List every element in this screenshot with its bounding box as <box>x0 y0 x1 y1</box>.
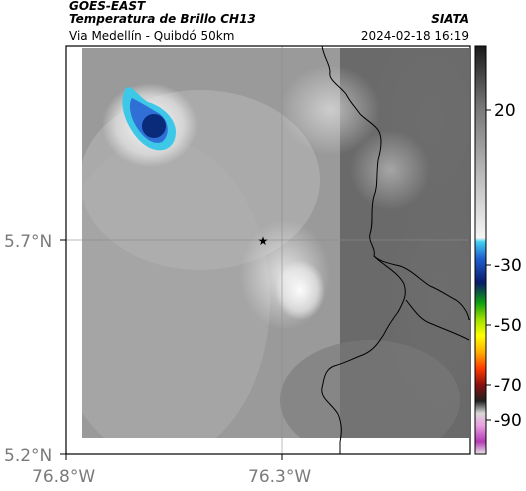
lat-tick-label: 5.2°N <box>4 446 52 466</box>
borders <box>321 45 470 454</box>
colorbar-label: -50 <box>494 316 522 336</box>
organization-label: SIATA <box>431 12 469 26</box>
region-label: Via Medellín - Quibdó 50km <box>69 29 235 43</box>
colorbar-label: -70 <box>494 376 522 396</box>
imagery-layer <box>82 48 469 438</box>
map-frame <box>65 45 471 455</box>
colorbar-label: 20 <box>494 101 516 121</box>
station-marker-icon: ★ <box>258 234 269 248</box>
product-title: Temperatura de Brillo CH13 <box>69 12 256 26</box>
lon-tick-label: 76.8°W <box>32 467 95 487</box>
satellite-source: GOES-EAST <box>69 0 146 13</box>
colorbar: 20 -30 -50 -70 -90 <box>474 45 522 455</box>
lat-tick-label: 5.7°N <box>4 232 52 252</box>
colorbar-label: -30 <box>494 256 522 276</box>
colorbar-label: -90 <box>494 411 522 431</box>
axis-ticks <box>60 239 283 460</box>
graticule <box>66 46 470 454</box>
lon-tick-label: 76.3°W <box>248 467 311 487</box>
timestamp-label: 2024-02-18 16:19 <box>360 29 469 43</box>
